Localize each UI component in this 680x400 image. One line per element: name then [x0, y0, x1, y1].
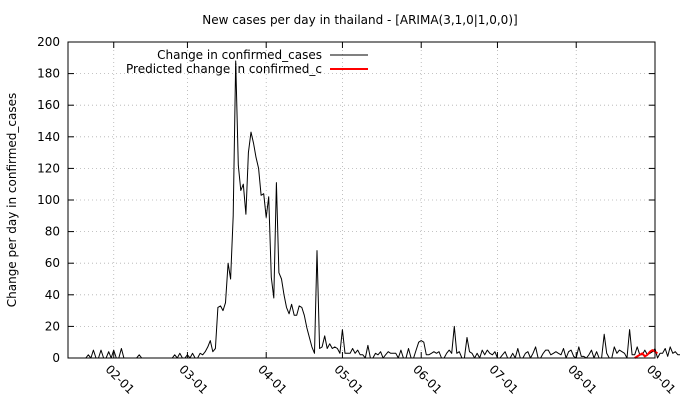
x-tick-label: 08-01 [565, 362, 600, 397]
series-line-predicted [634, 349, 659, 359]
x-tick-label: 04-01 [255, 362, 290, 397]
series-line-confirmed-cases [75, 60, 680, 359]
x-tick-label: 02-01 [103, 362, 138, 397]
y-tick-label: 120 [37, 161, 60, 175]
y-tick-label: 180 [37, 67, 60, 81]
y-axis-label: Change per day in confirmed_cases [5, 93, 19, 308]
x-tick-label: 09-01 [644, 362, 679, 397]
x-tick-label: 06-01 [410, 362, 445, 397]
axes: 0 20 40 60 80 100 120 140 160 180 200 02-01 03-01 04-… [37, 35, 678, 397]
y-tick-label: 20 [45, 319, 60, 333]
chart-title: New cases per day in thailand - [ARIMA(3… [202, 13, 517, 27]
plot-frame [67, 41, 656, 359]
y-tick-label: 200 [37, 35, 60, 49]
x-tick-label: 03-01 [176, 362, 211, 397]
y-tick-label: 80 [45, 225, 60, 239]
x-tick-label: 07-01 [486, 362, 521, 397]
x-tick-label: 05-01 [331, 362, 366, 397]
plot-series [75, 60, 680, 359]
legend-label: Change in confirmed_cases [157, 48, 322, 62]
y-tick-label: 60 [45, 256, 60, 270]
grid [68, 42, 655, 358]
y-tick-label: 40 [45, 288, 60, 302]
legend-label: Predicted change in confirmed_c [126, 62, 322, 76]
y-tick-label: 0 [52, 351, 60, 365]
y-tick-label: 100 [37, 193, 60, 207]
y-tick-label: 160 [37, 98, 60, 112]
y-tick-label: 140 [37, 130, 60, 144]
